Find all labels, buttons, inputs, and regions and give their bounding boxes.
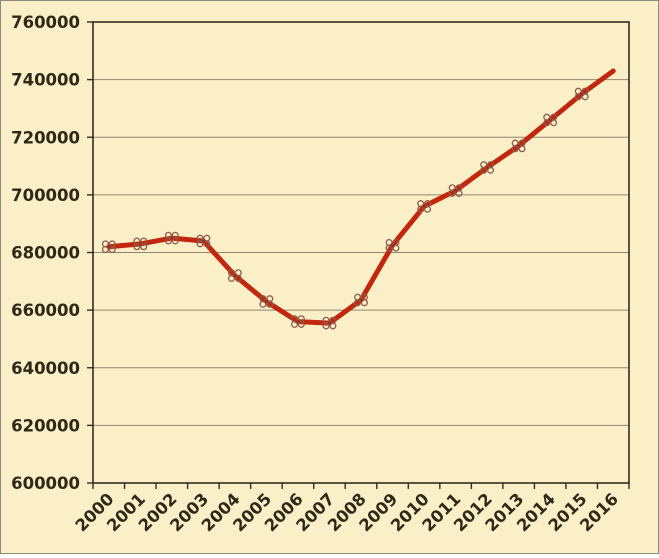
marker-ring <box>164 237 172 245</box>
marker-center-dot <box>327 321 332 325</box>
marker-center-dot <box>233 274 237 278</box>
marker-ring <box>140 243 148 251</box>
marker-ring <box>108 245 116 254</box>
marker-ring <box>227 274 236 282</box>
marker-2009 <box>385 238 400 252</box>
marker-ring <box>203 240 211 248</box>
y-tick-label-740000: 740000 <box>11 71 80 90</box>
marker-ring <box>448 189 456 197</box>
marker-2008 <box>354 293 368 307</box>
marker-ring <box>171 237 179 245</box>
marker-2012 <box>480 161 495 174</box>
y-tick-label-600000: 600000 <box>11 474 80 493</box>
marker-ring <box>581 93 589 101</box>
marker-center-dot <box>390 243 395 247</box>
marker-2010 <box>417 200 432 213</box>
marker-center-dot <box>170 236 174 240</box>
marker-ring <box>290 320 299 328</box>
marker-ring <box>392 244 400 252</box>
marker-ring <box>423 205 432 213</box>
gridlines <box>93 79 629 426</box>
marker-ring <box>543 119 551 127</box>
marker-ring <box>417 205 425 213</box>
marker-2004 <box>227 269 242 282</box>
marker-ring <box>511 145 519 153</box>
marker-center-dot <box>580 92 584 96</box>
marker-ring <box>266 300 274 308</box>
marker-center-dot <box>359 298 363 302</box>
marker-2000 <box>101 240 116 254</box>
marker-center-dot <box>138 242 142 246</box>
y-axis: 600000 620000 640000 660000 680000 700000 7200… <box>11 13 93 493</box>
marker-ring <box>101 245 109 254</box>
y-tick-label-700000: 700000 <box>11 186 80 205</box>
marker-ring <box>322 322 330 330</box>
marker-ring <box>133 243 141 251</box>
marker-center-dot <box>264 299 268 304</box>
marker-ring <box>234 274 242 282</box>
marker-ring <box>518 145 526 153</box>
y-tick-label-620000: 620000 <box>11 416 80 435</box>
y-tick-label-680000: 680000 <box>11 244 80 263</box>
marker-ring <box>574 93 582 101</box>
marker-center-dot <box>454 189 458 193</box>
marker-center-dot <box>517 144 521 148</box>
marker-ring <box>385 244 393 252</box>
marker-2005 <box>259 295 274 308</box>
marker-2003 <box>196 234 211 248</box>
marker-2011 <box>448 184 463 197</box>
y-tick-label-660000: 660000 <box>11 301 80 320</box>
marker-ring <box>486 166 495 174</box>
marker-ring <box>297 320 305 328</box>
marker-ring <box>455 189 463 197</box>
y-tick-label-760000: 760000 <box>11 13 80 32</box>
marker-2007 <box>322 316 337 330</box>
marker-ring <box>360 299 368 307</box>
marker-2013 <box>511 139 526 153</box>
marker-ring <box>354 299 362 307</box>
marker-center-dot <box>548 118 552 122</box>
marker-ring <box>329 322 337 330</box>
marker-2001 <box>133 237 148 251</box>
y-tick-label-720000: 720000 <box>11 128 80 147</box>
marker-center-dot <box>107 245 111 249</box>
marker-2006 <box>290 315 305 328</box>
y-tick-label-640000: 640000 <box>11 359 80 378</box>
marker-ring <box>259 300 267 308</box>
marker-ring <box>550 119 558 127</box>
marker-center-dot <box>485 165 489 170</box>
marker-ring <box>480 166 488 174</box>
marker-ring <box>196 240 204 248</box>
marker-2002 <box>164 231 179 245</box>
marker-center-dot <box>296 320 300 324</box>
marker-center-dot <box>422 204 426 208</box>
marker-2015 <box>574 87 589 101</box>
marker-center-dot <box>201 239 205 243</box>
marker-2014 <box>543 113 558 127</box>
data-markers <box>101 87 589 330</box>
